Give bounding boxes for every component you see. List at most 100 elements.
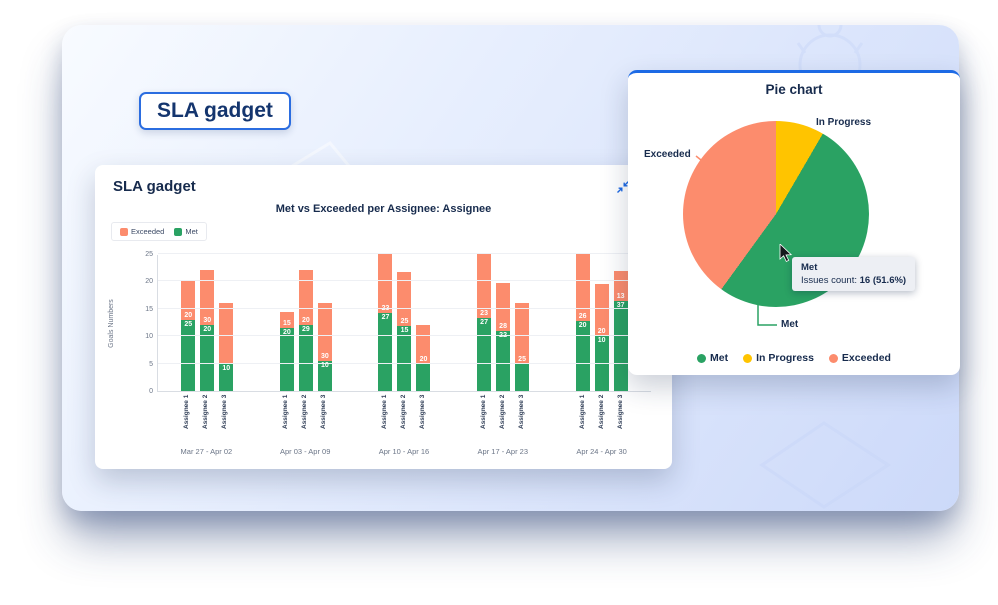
legend-dot: [828, 353, 838, 363]
bar-segment-met[interactable]: 25: [181, 319, 196, 391]
bar-segment-met[interactable]: 15: [397, 325, 412, 391]
bar-segment-met[interactable]: [515, 364, 530, 391]
bar-segment-exceeded[interactable]: 28: [496, 283, 511, 332]
pie-legend-item-in-progress[interactable]: In Progress: [743, 352, 814, 364]
stacked-bar-assignee-3[interactable]: 13 37: [613, 271, 628, 391]
legend-label: Exceeded: [131, 227, 165, 236]
stacked-bar-assignee-3[interactable]: 20: [416, 325, 431, 391]
card-title: SLA gadget: [113, 178, 196, 195]
stacked-bar-assignee-3[interactable]: 10: [219, 303, 234, 391]
bar-value-label: 25: [184, 320, 193, 328]
stacked-bar-assignee-2[interactable]: 20 29: [298, 270, 313, 391]
bar-segment-met[interactable]: 27: [477, 318, 492, 391]
pie-tooltip: Met Issues count: 16 (51.6%): [792, 257, 916, 291]
bar-value-label: 15: [282, 319, 291, 327]
stacked-bar-assignee-1[interactable]: 23 27: [477, 254, 492, 391]
bar-value-label: 23: [381, 305, 390, 313]
bar-segment-met[interactable]: 20: [279, 327, 294, 391]
x-axis-assignee-label: Assignee 2: [399, 395, 407, 430]
bar-segment-exceeded[interactable]: 15: [279, 311, 294, 328]
stacked-bar-assignee-3[interactable]: 30 10: [317, 303, 332, 391]
x-axis-date-label: Mar 27 - Apr 02: [180, 447, 233, 456]
bar-segment-met[interactable]: 22: [496, 331, 511, 391]
y-axis-tick-label: 25: [145, 251, 153, 258]
bar-group: 23 27 28 22 25: [456, 254, 550, 391]
bar-segment-exceeded[interactable]: 20: [181, 281, 196, 320]
bar-plot: 0 5 10 15 20 25 20 25 30 20 10 15 20 20 29 30 10 23 27 25 1…: [145, 251, 651, 395]
bar-value-label: 15: [400, 326, 409, 334]
x-axis-assignee-label: Assignee 3: [517, 395, 525, 430]
bar-segment-met[interactable]: 37: [613, 301, 628, 391]
legend-label: Met: [185, 227, 198, 236]
bar-segment-met[interactable]: 10: [594, 336, 609, 391]
bar-value-label: 28: [499, 323, 507, 331]
bar-segment-exceeded[interactable]: 23: [477, 254, 492, 319]
bar-segment-exceeded[interactable]: 25: [397, 272, 412, 326]
bar-segment-met[interactable]: 20: [575, 320, 590, 391]
y-axis-tick-label: 15: [145, 305, 153, 313]
bar-segment-met[interactable]: 10: [219, 363, 234, 391]
bar-value-label: 37: [616, 302, 625, 310]
bar-segment-exceeded[interactable]: [219, 303, 234, 364]
x-axis-assignee-label: Assignee 1: [282, 395, 290, 430]
tooltip-value: 16 (51.6%): [859, 275, 907, 286]
x-axis-assignee-label: Assignee 1: [380, 395, 388, 430]
bar-segment-exceeded[interactable]: 13: [613, 271, 628, 302]
legend-label: Exceeded: [841, 352, 891, 364]
x-axis-group: Assignee 1 Assignee 2 Assignee 3 Apr 17 - A…: [456, 392, 550, 456]
x-axis-assignee-label: Assignee 1: [183, 395, 191, 430]
collapse-icon[interactable]: [616, 180, 630, 194]
legend-item-exceeded[interactable]: Exceeded: [120, 227, 164, 236]
met-callout-line: [757, 304, 777, 326]
bar-segment-exceeded[interactable]: 20: [298, 270, 313, 326]
stacked-bar-assignee-2[interactable]: 25 15: [397, 272, 412, 391]
stacked-bar-assignee-1[interactable]: 20 25: [181, 281, 196, 391]
diamond-outline: [759, 421, 891, 509]
y-axis-tick-label: 20: [145, 278, 153, 286]
stacked-bar-assignee-3[interactable]: 25: [515, 303, 530, 391]
bar-segment-exceeded[interactable]: 20: [594, 284, 609, 337]
stacked-bar-assignee-2[interactable]: 20 10: [594, 284, 609, 391]
pie-chart-title: Pie chart: [765, 82, 823, 97]
bar-value-label: 20: [203, 326, 212, 334]
bar-segment-met[interactable]: 20: [200, 325, 215, 391]
bar-value-label: 20: [301, 317, 310, 325]
bar-value-label: 13: [616, 293, 625, 301]
stacked-bar-assignee-1[interactable]: 26 20: [575, 254, 590, 391]
pie-legend-item-met[interactable]: Met: [697, 352, 728, 364]
bar-value-label: 22: [499, 332, 507, 340]
bar-segment-exceeded[interactable]: 25: [515, 303, 530, 365]
stacked-bar-assignee-2[interactable]: 28 22: [496, 283, 511, 391]
bar-value-label: 20: [597, 328, 606, 336]
stacked-bar-assignee-2[interactable]: 30 20: [200, 270, 215, 391]
stacked-bar-assignee-1[interactable]: 23 27: [378, 254, 393, 391]
bar-segment-met[interactable]: 10: [317, 360, 332, 391]
bar-segment-exceeded[interactable]: 30: [317, 303, 332, 361]
pie-legend-item-exceeded[interactable]: Exceeded: [828, 352, 891, 364]
bar-group: 20 25 30 20 10: [160, 270, 254, 391]
bar-segment-met[interactable]: 29: [298, 325, 313, 391]
legend-item-met[interactable]: Met: [174, 227, 198, 236]
bar-value-label: 20: [578, 321, 587, 329]
x-axis-assignee-label: Assignee 3: [616, 395, 624, 430]
bar-segment-exceeded[interactable]: 20: [416, 325, 431, 365]
x-axis-date-label: Apr 03 - Apr 09: [279, 447, 331, 456]
x-axis-date-label: Apr 24 - Apr 30: [576, 447, 627, 456]
stacked-bar-assignee-1[interactable]: 15 20: [279, 311, 294, 391]
bar-segment-exceeded[interactable]: 30: [200, 270, 215, 326]
pie-label-in-progress: In Progress: [816, 117, 872, 128]
bar-segment-met[interactable]: [416, 364, 431, 391]
y-axis-title-text: Goals Numbers: [107, 299, 115, 348]
legend-dot: [743, 353, 753, 363]
bar-segment-exceeded[interactable]: 23: [378, 254, 393, 314]
bar-segment-exceeded[interactable]: 26: [575, 254, 590, 321]
x-axis-date-label: Apr 17 - Apr 23: [477, 447, 528, 456]
pie-legend: Met In Progress Exceeded: [628, 352, 960, 364]
bar-group: 23 27 25 15 20: [357, 254, 451, 391]
bar-value-label: 26: [578, 312, 587, 320]
bar-segment-met[interactable]: 27: [378, 313, 393, 391]
bar-value-label: 10: [597, 337, 606, 345]
y-axis-tick-label: 0: [149, 388, 153, 395]
legend-swatch: [120, 227, 128, 236]
legend-dot: [697, 353, 707, 363]
